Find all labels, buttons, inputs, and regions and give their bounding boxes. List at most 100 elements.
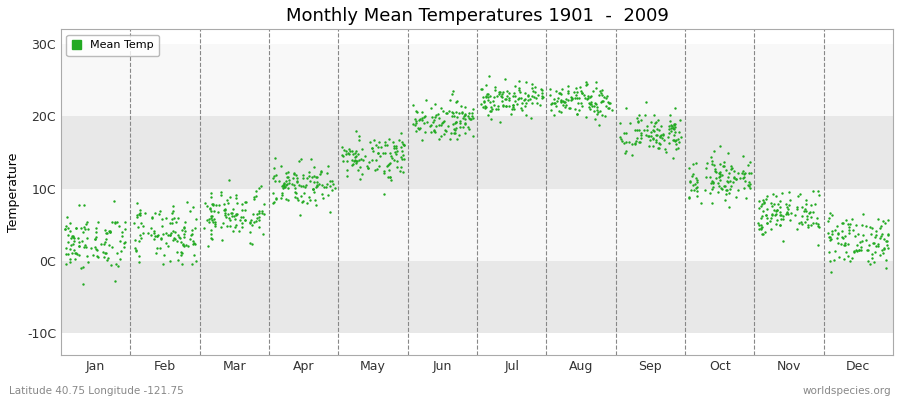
Point: [760, 220, 774, 226]
Point: [823, 258, 837, 264]
Point: [662, 126, 677, 132]
Point: [450, 114, 464, 120]
Point: [438, 127, 453, 133]
Point: [846, 249, 860, 256]
Point: [631, 119, 645, 125]
Point: [835, 220, 850, 226]
Point: [774, 212, 788, 218]
Point: [415, 114, 429, 121]
Point: [589, 101, 603, 107]
Point: [582, 94, 597, 100]
Point: [276, 180, 291, 186]
Point: [148, 210, 162, 216]
Point: [147, 230, 161, 236]
Point: [352, 133, 366, 139]
Point: [461, 124, 475, 130]
Point: [755, 197, 770, 204]
Point: [845, 215, 859, 222]
Point: [562, 105, 576, 112]
Point: [870, 242, 885, 249]
Point: [634, 130, 648, 136]
Point: [158, 252, 172, 259]
Point: [429, 112, 444, 118]
Point: [781, 211, 796, 217]
Point: [559, 102, 573, 109]
Point: [759, 212, 773, 218]
Y-axis label: Temperature: Temperature: [7, 152, 20, 232]
Point: [853, 239, 868, 246]
Point: [484, 106, 499, 113]
Point: [524, 115, 538, 121]
Point: [309, 202, 323, 209]
Point: [103, 229, 117, 235]
Point: [322, 209, 337, 215]
Point: [605, 107, 619, 113]
Point: [708, 166, 723, 172]
Point: [203, 190, 218, 196]
Point: [870, 216, 885, 222]
Point: [356, 157, 371, 164]
Point: [366, 148, 381, 155]
Point: [831, 240, 845, 246]
Point: [276, 182, 291, 188]
Point: [558, 99, 572, 105]
Point: [412, 126, 427, 132]
Point: [244, 217, 258, 223]
Point: [669, 141, 683, 147]
Point: [299, 182, 313, 188]
Point: [712, 182, 726, 189]
Point: [627, 140, 642, 146]
Point: [773, 216, 788, 222]
Point: [769, 208, 783, 214]
Point: [99, 250, 113, 256]
Point: [650, 132, 664, 138]
Point: [306, 172, 320, 179]
Point: [68, 250, 82, 256]
Point: [185, 238, 200, 244]
Point: [449, 119, 464, 126]
Point: [66, 233, 80, 239]
Point: [409, 120, 423, 126]
Point: [238, 199, 253, 205]
Point: [851, 247, 866, 254]
Point: [875, 230, 889, 237]
Point: [306, 186, 320, 192]
Point: [595, 92, 609, 98]
Point: [737, 174, 751, 180]
Point: [568, 95, 582, 101]
Point: [397, 156, 411, 162]
Point: [476, 93, 491, 100]
Point: [230, 211, 244, 217]
Point: [559, 95, 573, 102]
Point: [772, 198, 787, 204]
Point: [200, 202, 214, 209]
Point: [801, 224, 815, 230]
Point: [849, 247, 863, 254]
Point: [779, 210, 794, 217]
Point: [631, 118, 645, 124]
Point: [491, 106, 505, 112]
Point: [879, 257, 894, 263]
Point: [841, 220, 855, 227]
Point: [638, 132, 652, 138]
Point: [856, 232, 870, 239]
Point: [653, 132, 668, 138]
Point: [652, 144, 666, 151]
Point: [839, 249, 853, 255]
Point: [711, 170, 725, 176]
Point: [441, 123, 455, 130]
Point: [296, 190, 310, 197]
Point: [617, 130, 632, 136]
Point: [164, 230, 178, 236]
Point: [355, 171, 369, 178]
Point: [178, 218, 193, 225]
Point: [176, 224, 191, 230]
Point: [150, 232, 165, 239]
Point: [213, 192, 228, 199]
Point: [479, 104, 493, 110]
Bar: [61, 189, 893, 261]
Point: [118, 226, 132, 232]
Point: [757, 199, 771, 206]
Point: [268, 196, 283, 203]
Title: Monthly Mean Temperatures 1901  -  2009: Monthly Mean Temperatures 1901 - 2009: [285, 7, 669, 25]
